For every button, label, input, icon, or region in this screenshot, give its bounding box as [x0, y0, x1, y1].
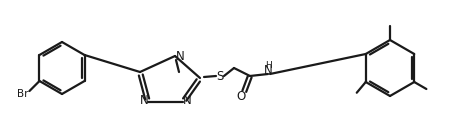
Text: O: O	[236, 90, 246, 103]
Text: H: H	[266, 61, 272, 71]
Text: S: S	[216, 69, 224, 82]
Text: N: N	[183, 94, 192, 108]
Text: N: N	[176, 50, 185, 62]
Text: N: N	[140, 94, 148, 108]
Text: Br: Br	[17, 89, 28, 99]
Text: N: N	[264, 64, 272, 76]
